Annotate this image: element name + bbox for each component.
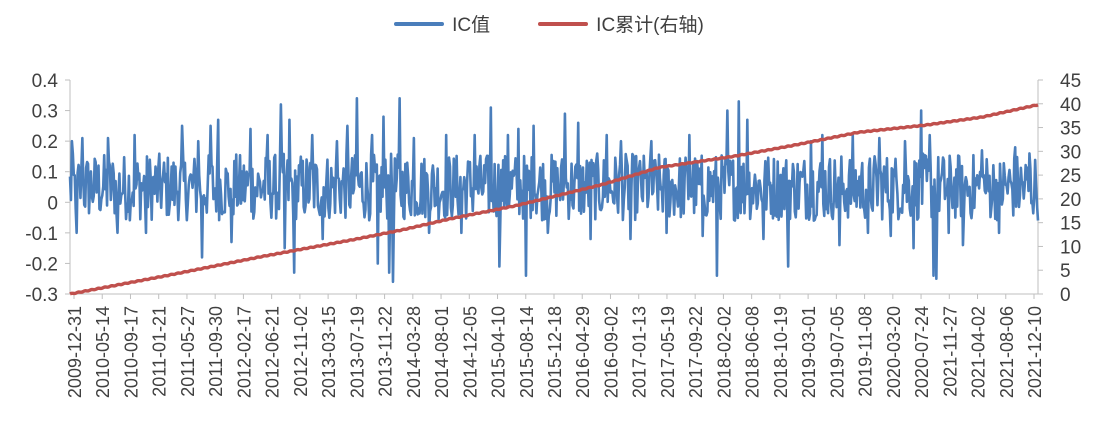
legend-item-ic: IC值 xyxy=(394,10,490,37)
x-tick-label: 2018-02-02 xyxy=(714,306,734,398)
y-right-tick-label: 30 xyxy=(1060,142,1081,163)
y-right-tick-label: 15 xyxy=(1060,214,1081,235)
legend-swatch-cum xyxy=(538,21,589,26)
y-right-tick-label: 0 xyxy=(1060,285,1071,306)
x-tick-label: 2013-07-19 xyxy=(347,306,367,398)
x-tick-label: 2020-03-20 xyxy=(884,306,904,398)
y-right-tick-label: 10 xyxy=(1060,237,1081,258)
series-ic-path xyxy=(68,97,1040,284)
y-left-tick-label: -0.1 xyxy=(25,224,58,245)
x-tick-label: 2014-03-28 xyxy=(404,306,424,398)
y-left-tick-label: 0.3 xyxy=(32,102,58,123)
y-right-tick-label: 5 xyxy=(1060,261,1071,282)
series-cum-line xyxy=(69,103,1039,296)
x-tick-label: 2021-08-06 xyxy=(997,306,1017,398)
x-tick-label: 2017-09-22 xyxy=(686,306,706,398)
y-right-tick-label: 45 xyxy=(1060,71,1081,92)
legend-swatch-ic xyxy=(394,21,445,26)
x-tick-label: 2021-12-10 xyxy=(1025,306,1045,398)
chart-legend: IC值 IC累计(右轴) xyxy=(0,10,1098,37)
x-tick-label: 2018-06-08 xyxy=(743,306,763,398)
x-tick-label: 2018-10-19 xyxy=(771,306,791,398)
y-left-tick-label: 0.1 xyxy=(32,163,58,184)
x-tick-label: 2011-01-21 xyxy=(150,306,170,397)
legend-item-cum: IC累计(右轴) xyxy=(538,10,704,37)
y-left-tick-label: -0.2 xyxy=(25,254,58,275)
x-tick-label: 2010-09-17 xyxy=(121,306,141,398)
y-left-tick-label: -0.3 xyxy=(25,285,58,306)
y-left-tick-label: 0.2 xyxy=(32,132,58,153)
x-tick-label: 2011-05-27 xyxy=(178,306,198,397)
x-tick-label: 2021-11-27 xyxy=(940,306,960,397)
x-tick-label: 2019-11-08 xyxy=(856,306,876,397)
y-right-tick-label: 20 xyxy=(1060,190,1081,211)
y-right-tick-label: 40 xyxy=(1060,95,1081,116)
legend-label-ic: IC值 xyxy=(452,15,491,36)
x-tick-label: 2013-03-15 xyxy=(319,306,339,398)
x-tick-label: 2014-08-01 xyxy=(432,306,452,398)
x-tick-label: 2009-12-31 xyxy=(65,306,85,398)
x-tick-label: 2020-07-24 xyxy=(912,306,932,398)
x-tick-label: 2017-05-19 xyxy=(658,306,678,398)
x-tick-label: 2021-04-02 xyxy=(969,306,989,398)
x-tick-label: 2015-12-18 xyxy=(545,306,565,398)
x-tick-label: 2016-09-02 xyxy=(601,306,621,398)
x-tick-label: 2017-01-13 xyxy=(630,306,650,398)
y-left-tick-label: 0 xyxy=(47,193,58,214)
x-tick-label: 2015-04-10 xyxy=(489,306,509,398)
x-tick-label: 2010-05-14 xyxy=(93,306,113,398)
y-right-tick-label: 35 xyxy=(1060,119,1081,140)
series-cum-path xyxy=(69,103,1039,296)
x-tick-label: 2015-08-14 xyxy=(517,306,537,398)
y-left-tick-label: 0.4 xyxy=(32,71,59,92)
x-tick-label: 2016-04-29 xyxy=(573,306,593,398)
y-right-tick-label: 25 xyxy=(1060,166,1081,187)
x-tick-label: 2014-12-05 xyxy=(460,306,480,398)
legend-label-cum: IC累计(右轴) xyxy=(596,15,704,36)
x-tick-label: 2019-03-01 xyxy=(799,306,819,398)
x-tick-label: 2012-06-21 xyxy=(263,306,283,398)
x-tick-label: 2012-11-02 xyxy=(291,306,311,397)
series-ic-line xyxy=(68,97,1040,284)
x-tick-label: 2019-07-05 xyxy=(827,306,847,398)
x-tick-label: 2013-11-22 xyxy=(376,306,396,397)
x-tick-label: 2011-09-30 xyxy=(206,306,226,397)
x-tick-label: 2012-02-17 xyxy=(234,306,254,398)
